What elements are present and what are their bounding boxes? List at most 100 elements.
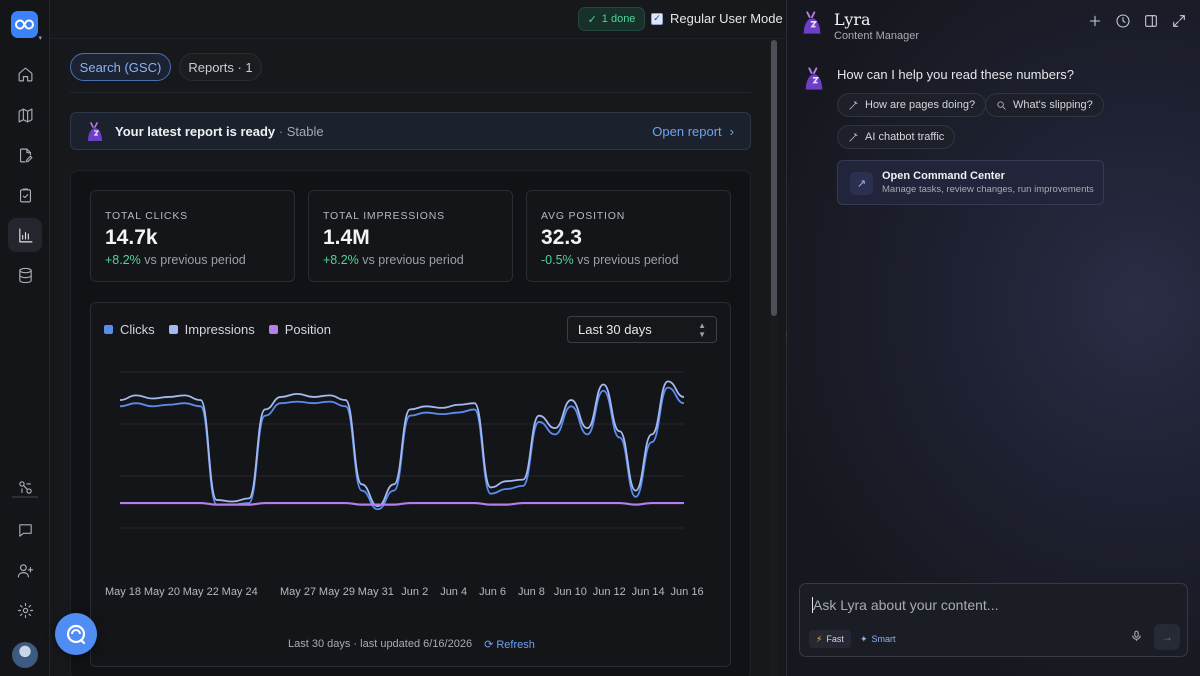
legend-item[interactable]: Position [268,322,331,337]
lyra-avatar-icon [88,122,102,141]
command-center-subtitle: Manage tasks, review changes, run improv… [882,184,1094,195]
chevron-down-icon: ▾ [38,35,42,42]
banner-title-text: Your latest report is ready [115,124,276,139]
history-icon[interactable] [1115,13,1131,29]
line-chart: May 18 May 20 May 22 May 24 May 27 May 29 May … [105,371,704,598]
chat-input[interactable]: Ask Lyra about your content... [813,597,999,613]
rail-divider [12,496,38,498]
tab-search-gsc[interactable]: Search (GSC) [70,53,171,81]
main-scrollbar-thumb[interactable] [771,40,777,316]
chart-card [90,302,731,667]
tasks-done-badge[interactable]: ✓ 1 done [578,7,645,31]
user-mode-toggle[interactable]: ✓ Regular User Mode [651,11,783,26]
support-chat-button[interactable] [55,613,97,655]
settings-icon [17,602,33,618]
legend-item[interactable]: Impressions [168,322,255,337]
stat-card-avg-position: AVG POSITION 32.3 -0.5% vs previous peri… [526,190,731,282]
chip-label: AI chatbot traffic [865,131,945,143]
tab-reports[interactable]: Reports · 1 [179,53,262,81]
x-tick-label: May 20 [144,586,180,598]
refresh-label: Refresh [496,639,535,651]
banner-status: Stable [286,124,324,139]
x-tick-label: May 29 [319,586,355,598]
assistant-header-actions [1087,13,1187,29]
arrow-up-right-icon: ↗ [850,172,873,195]
nav-plugins[interactable] [8,470,42,504]
stat-value: 14.7k [105,226,158,249]
nav-documents[interactable] [8,138,42,172]
legend-swatch [268,325,278,334]
infinity-icon [15,19,34,30]
banner-title: Your latest report is ready · Stable [115,124,324,139]
text-caret [812,597,813,613]
nav-database[interactable] [8,258,42,292]
plus-icon[interactable] [1087,13,1103,29]
chevron-updown-icon: ▲ ▼ [698,320,706,339]
chart-legend: Clicks Impressions Position [104,322,331,337]
x-tick-label: May 18 [105,586,141,598]
x-tick-label: Jun 4 [440,586,467,598]
suggestion-chip-slipping[interactable]: What's slipping? [985,93,1104,117]
avatar[interactable] [12,642,38,668]
home-icon [18,67,32,81]
x-tick-label: May 27 [280,586,316,598]
check-icon: ✓ [587,13,597,26]
nav-home[interactable] [8,57,42,91]
stat-card-clicks: TOTAL CLICKS 14.7k +8.2% vs previous per… [90,190,295,282]
refresh-button[interactable]: ⟳ Refresh [484,639,535,651]
lyra-avatar-icon [805,67,823,90]
legend-item[interactable]: Clicks [104,322,155,337]
legend-label: Clicks [120,322,155,337]
legend-swatch [104,325,113,334]
stat-card-impressions: TOTAL IMPRESSIONS 1.4M +8.2% vs previous… [308,190,513,282]
expand-icon[interactable] [1171,13,1187,29]
clipboard-check-icon [19,188,31,202]
tasks-done-label: 1 done [601,13,636,25]
suggestion-chip-ai-traffic[interactable]: AI chatbot traffic [837,125,956,149]
panel-icon[interactable] [1143,13,1159,29]
nav-analytics[interactable] [8,218,42,252]
tabs-divider [70,92,751,93]
chat-input-box[interactable]: Ask Lyra about your content... ⚡ Fast ✦ … [799,583,1188,657]
nav-tasks[interactable] [8,178,42,212]
suggestion-chip-pages[interactable]: How are pages doing? [837,93,987,117]
left-rail: ▾ [0,0,50,676]
mode-fast-button[interactable]: ⚡ Fast [809,630,851,648]
x-tick-label: Jun 6 [479,586,506,598]
date-range-value: Last 30 days [578,322,652,337]
chat-bubble-icon [18,523,32,537]
assistant-role: Content Manager [834,30,919,42]
magic-wand-icon [849,132,858,142]
search-icon [997,100,1006,110]
lightning-icon: ⚡ [816,633,823,644]
chart-footer: Last 30 days · last updated 6/16/2026 ⟳ … [288,638,535,651]
stat-change-suffix: vs previous period [577,253,679,267]
open-report-label: Open report [652,124,722,139]
command-center-card[interactable]: ↗ Open Command Center Manage tasks, revi… [837,160,1104,205]
x-tick-label: Jun 10 [554,586,587,598]
stat-change: +8.2% vs previous period [323,253,464,267]
date-range-select[interactable]: Last 30 days ▲ ▼ [567,316,717,343]
panel-divider [786,0,787,676]
microphone-icon[interactable] [1130,629,1143,643]
nav-settings[interactable] [8,593,42,627]
main-scrollbar[interactable] [770,40,778,676]
user-mode-checkbox[interactable]: ✓ [651,12,663,25]
app-logo[interactable]: ▾ [11,11,42,42]
banner-separator: · [278,124,284,139]
mode-smart-button[interactable]: ✦ Smart [855,630,901,648]
map-icon [18,108,32,122]
document-edit-icon [19,148,32,162]
nav-map[interactable] [8,98,42,132]
legend-label: Impressions [184,322,255,337]
send-button[interactable]: → [1154,624,1180,650]
stat-label: TOTAL IMPRESSIONS [323,210,445,222]
stat-value: 1.4M [323,226,370,249]
legend-label: Position [284,322,331,337]
open-report-link[interactable]: Open report › [652,124,734,139]
nav-messages[interactable] [8,513,42,547]
chip-label: What's slipping? [1013,99,1093,111]
stat-change-suffix: vs previous period [362,253,464,267]
nav-invite-user[interactable] [8,553,42,587]
stat-change: +8.2% vs previous period [105,253,246,267]
